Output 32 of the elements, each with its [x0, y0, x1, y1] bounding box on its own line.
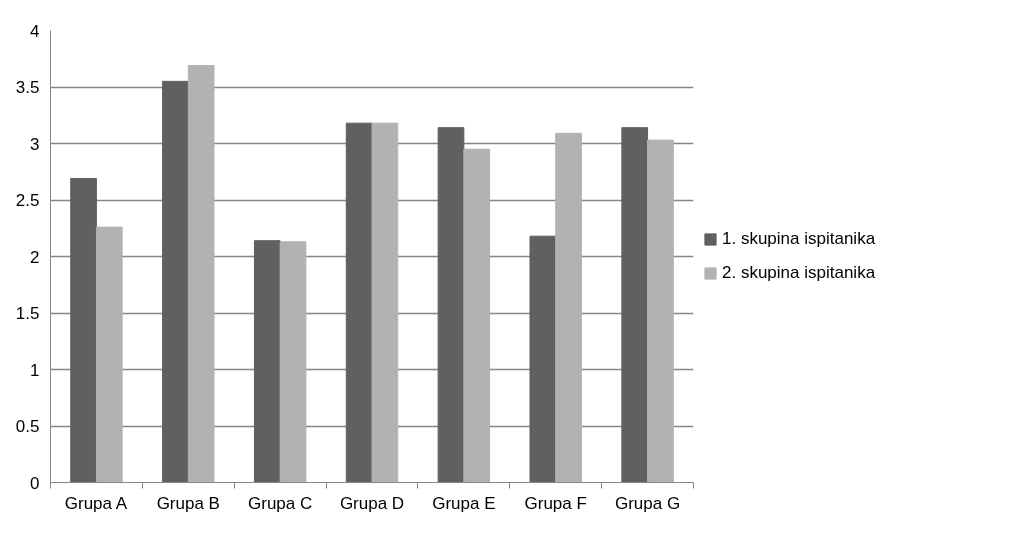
x-tick-label: Grupa A: [64, 493, 128, 513]
bar: [345, 122, 373, 483]
bar: [95, 226, 123, 483]
bar: [621, 127, 649, 483]
bar: [463, 148, 491, 483]
y-tick-label: 3: [30, 134, 40, 154]
legend-label: 1. skupina ispitanika: [722, 229, 876, 249]
y-tick-label: 4: [30, 21, 40, 41]
bar: [253, 240, 281, 483]
bar: [371, 122, 399, 483]
bar: [555, 132, 582, 483]
y-tick-label: 2.5: [15, 191, 40, 210]
y-tick-label: 0.5: [15, 417, 40, 436]
bar: [162, 80, 189, 483]
x-tick-label: Grupa B: [156, 493, 220, 513]
y-tick-label: 2: [30, 247, 40, 267]
y-tick-label: 1: [30, 360, 40, 380]
x-tick-label: Grupa E: [432, 493, 496, 513]
bar: [437, 127, 465, 483]
x-tick-label: Grupa C: [248, 493, 313, 513]
y-tick-label: 0: [30, 473, 40, 493]
legend-label: 2. skupina ispitanika: [722, 263, 876, 283]
y-tick-label: 1.5: [15, 304, 40, 323]
x-tick-label: Grupa G: [614, 493, 681, 513]
bar: [647, 139, 674, 483]
x-tick-label: Grupa F: [524, 493, 587, 513]
y-tick-label: 3.5: [15, 78, 40, 97]
bar: [279, 241, 307, 483]
bar: [529, 235, 557, 483]
bar: [187, 65, 215, 483]
x-tick-label: Grupa D: [339, 493, 405, 513]
bar: [70, 178, 97, 483]
